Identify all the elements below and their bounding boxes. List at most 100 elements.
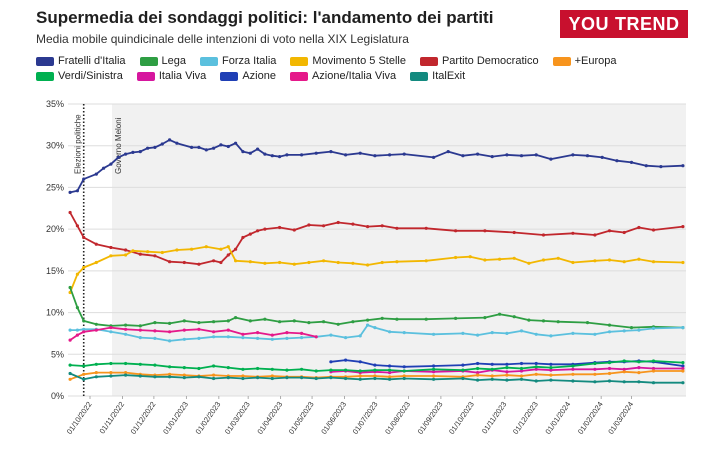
data-point bbox=[549, 334, 553, 338]
data-point bbox=[571, 379, 575, 383]
data-point bbox=[681, 369, 685, 373]
data-point bbox=[336, 260, 340, 265]
data-point bbox=[534, 332, 538, 336]
data-point bbox=[204, 245, 208, 249]
data-point bbox=[182, 337, 186, 341]
data-point bbox=[681, 361, 685, 365]
y-tick-label: 0% bbox=[51, 391, 64, 401]
data-point bbox=[160, 250, 164, 255]
data-point bbox=[681, 366, 685, 371]
legend-swatch bbox=[220, 71, 239, 81]
series-lega bbox=[68, 285, 685, 330]
data-point bbox=[234, 141, 238, 145]
data-point bbox=[454, 255, 458, 260]
data-point bbox=[358, 334, 362, 338]
data-point bbox=[402, 365, 406, 369]
data-point bbox=[204, 148, 208, 152]
data-point bbox=[593, 332, 597, 336]
data-point bbox=[476, 152, 480, 156]
data-point bbox=[593, 372, 597, 376]
legend-swatch bbox=[552, 56, 571, 66]
data-point bbox=[358, 374, 362, 378]
data-point bbox=[175, 248, 179, 252]
series-line bbox=[69, 245, 683, 293]
election-annotation: Elezioni politiche bbox=[74, 114, 83, 174]
legend-swatch bbox=[410, 71, 429, 81]
logo-text-you: YOU bbox=[568, 13, 609, 34]
data-point bbox=[505, 366, 509, 370]
data-point bbox=[241, 150, 245, 154]
data-point bbox=[622, 380, 626, 384]
data-point bbox=[651, 326, 656, 330]
data-point bbox=[534, 372, 538, 376]
data-point bbox=[226, 328, 230, 332]
legend-label: Partito Democratico bbox=[441, 55, 539, 67]
data-point bbox=[68, 285, 72, 290]
data-point bbox=[94, 328, 98, 332]
legend-item: Italia Viva bbox=[136, 70, 206, 82]
data-point bbox=[241, 235, 245, 240]
data-point bbox=[146, 250, 150, 254]
data-point bbox=[75, 272, 79, 276]
x-tick-label: 01/12/2022 bbox=[129, 400, 158, 436]
data-point bbox=[388, 368, 392, 372]
data-point bbox=[94, 242, 98, 246]
data-point bbox=[534, 153, 538, 157]
data-point bbox=[681, 364, 685, 368]
data-point bbox=[344, 358, 348, 362]
data-point bbox=[82, 372, 86, 376]
data-point bbox=[424, 259, 428, 263]
data-point bbox=[388, 375, 392, 379]
data-point bbox=[461, 363, 465, 367]
data-point bbox=[124, 253, 128, 257]
data-point bbox=[307, 321, 311, 325]
series-line bbox=[69, 287, 683, 329]
data-point bbox=[432, 332, 436, 336]
x-tick-label: 01/06/2023 bbox=[319, 400, 348, 436]
data-point bbox=[292, 228, 296, 232]
data-point bbox=[336, 220, 340, 225]
y-tick-label: 10% bbox=[46, 308, 64, 318]
data-point bbox=[102, 166, 106, 170]
data-point bbox=[541, 319, 546, 323]
data-point bbox=[681, 225, 685, 229]
data-point bbox=[585, 154, 590, 158]
data-point bbox=[512, 256, 516, 260]
data-point bbox=[190, 145, 194, 149]
data-point bbox=[505, 378, 509, 382]
legend-item: Azione bbox=[220, 70, 276, 82]
data-point bbox=[182, 376, 186, 380]
data-point bbox=[534, 379, 538, 383]
data-point bbox=[226, 366, 230, 370]
data-point bbox=[534, 367, 538, 371]
data-point bbox=[68, 190, 72, 194]
data-point bbox=[549, 378, 553, 382]
data-point bbox=[373, 368, 377, 372]
data-point bbox=[476, 361, 480, 366]
data-point bbox=[593, 233, 597, 237]
legend-swatch bbox=[419, 56, 438, 66]
series-forza-italia bbox=[68, 323, 685, 343]
legend-label: Azione/Italia Viva bbox=[311, 70, 397, 82]
data-point bbox=[571, 231, 575, 235]
legend-swatch bbox=[289, 71, 308, 81]
data-point bbox=[212, 330, 216, 334]
data-point bbox=[75, 224, 79, 228]
data-point bbox=[541, 233, 546, 237]
data-point bbox=[593, 361, 597, 366]
data-point bbox=[248, 151, 252, 155]
data-point bbox=[256, 336, 260, 340]
data-point bbox=[395, 226, 399, 230]
data-point bbox=[329, 368, 333, 372]
data-point bbox=[263, 317, 267, 321]
data-point bbox=[380, 316, 384, 320]
data-point bbox=[549, 368, 553, 372]
data-point bbox=[68, 338, 72, 342]
data-point bbox=[388, 330, 392, 334]
y-tick-label: 30% bbox=[46, 141, 64, 151]
data-point bbox=[366, 323, 370, 327]
x-tick-label: 01/11/2023 bbox=[480, 400, 509, 435]
y-tick-label: 5% bbox=[51, 349, 64, 359]
data-point bbox=[505, 370, 509, 374]
data-point bbox=[388, 377, 392, 381]
